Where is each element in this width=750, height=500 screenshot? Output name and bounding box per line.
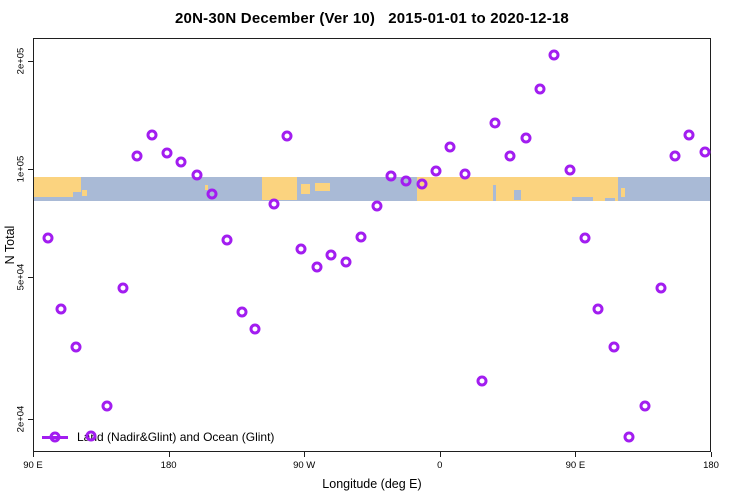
data-point [101, 400, 113, 412]
x-tick-label: 180 [703, 460, 719, 471]
y-tick-mark [28, 276, 33, 278]
data-point [520, 132, 532, 144]
data-point [161, 147, 173, 159]
y-tick-mark [28, 168, 33, 170]
data-point [131, 150, 143, 162]
x-tick-mark [575, 452, 577, 457]
data-point [206, 188, 218, 200]
data-point [281, 130, 293, 142]
data-point [70, 341, 82, 353]
map-mexico [262, 176, 297, 200]
x-tick-mark [33, 452, 34, 457]
map-caribbean-west [301, 184, 311, 194]
data-point [268, 198, 280, 210]
data-point [355, 231, 367, 243]
world-map-band [34, 176, 710, 201]
legend: Land (Nadir&Glint) and Ocean (Glint) [42, 429, 274, 445]
x-tick-mark [711, 452, 712, 457]
map-se-asia-speck [82, 190, 87, 197]
map-india-china [34, 176, 74, 198]
data-point [311, 261, 323, 273]
y-tick-mark [28, 60, 33, 62]
data-point [42, 232, 54, 244]
y-axis-title: N Total [3, 225, 17, 265]
data-point [699, 146, 711, 158]
data-point [175, 156, 187, 168]
x-tick-label: 180 [160, 460, 177, 471]
x-tick-label: 90 W [293, 460, 316, 471]
data-point [655, 282, 667, 294]
data-point [400, 175, 412, 187]
map-bay-of-bengal [571, 197, 593, 201]
y-tick-label: 2e+05 [15, 47, 27, 75]
data-point [592, 303, 604, 315]
map-persian-gulf [513, 190, 522, 200]
data-point [459, 168, 471, 180]
data-point [669, 150, 681, 162]
map-south-china-sea [604, 198, 616, 201]
data-point [325, 249, 337, 261]
data-point [371, 200, 383, 212]
data-point [548, 49, 560, 61]
map-caribbean-cuba [314, 182, 330, 192]
data-point [639, 400, 651, 412]
data-point [444, 141, 456, 153]
data-point [249, 323, 261, 335]
data-point [340, 256, 352, 268]
x-tick-label: 0 [437, 460, 443, 471]
y-tick-label: 2e+04 [15, 405, 27, 433]
data-point [236, 306, 248, 318]
x-tick-mark [304, 452, 306, 457]
map-red-sea [492, 185, 496, 201]
y-tick-mark [28, 419, 33, 421]
map-taiwan [620, 187, 626, 198]
data-point [295, 243, 307, 255]
x-tick-label: 90 E [565, 460, 586, 471]
data-point [504, 150, 516, 162]
data-point [385, 170, 397, 182]
y-tick-label: 5e+04 [15, 263, 27, 290]
chart-title: 20N-30N December (Ver 10) 2015-01-01 to … [175, 10, 569, 27]
data-point [564, 164, 576, 176]
data-point [55, 303, 67, 315]
x-tick-mark [439, 452, 441, 457]
plot-area: Land (Nadir&Glint) and Ocean (Glint) [33, 38, 711, 452]
data-point [221, 234, 233, 246]
data-point [430, 165, 442, 177]
x-axis-title: Longitude (deg E) [322, 477, 422, 491]
data-point [416, 178, 428, 190]
data-point [534, 83, 546, 95]
data-point [476, 375, 488, 387]
data-point [191, 169, 203, 181]
map-hawaii [204, 185, 208, 191]
legend-label: Land (Nadir&Glint) and Ocean (Glint) [77, 430, 275, 444]
legend-marker-line [42, 431, 68, 443]
x-tick-label: 90 E [23, 460, 43, 471]
data-point [489, 117, 501, 129]
data-point [683, 129, 695, 141]
data-point [117, 282, 129, 294]
data-point [85, 430, 97, 442]
y-tick-label: 1e+05 [15, 155, 27, 183]
data-point [146, 129, 158, 141]
x-tick-mark [168, 452, 170, 457]
data-point [579, 232, 591, 244]
legend-marker-circle [49, 431, 61, 443]
data-point [608, 341, 620, 353]
data-point [623, 431, 635, 443]
